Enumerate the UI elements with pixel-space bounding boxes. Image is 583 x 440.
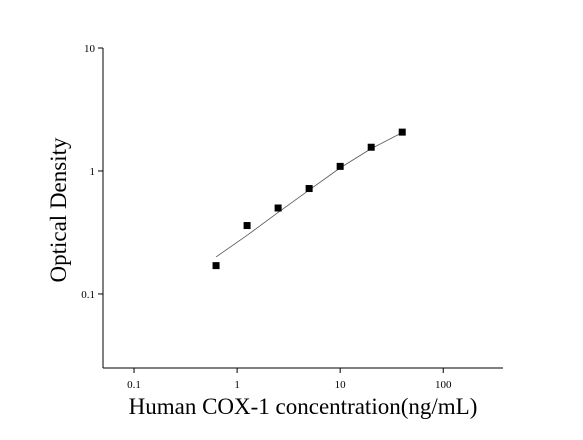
data-point: [398, 128, 406, 136]
x-tick-label: 10: [335, 379, 347, 391]
data-point: [305, 185, 313, 193]
data-point: [367, 143, 375, 151]
y-tick-label: 1: [90, 166, 96, 178]
x-axis-title: Human COX-1 concentration(ng/mL): [129, 394, 478, 419]
x-tick-label: 100: [435, 379, 452, 391]
y-tick-label: 10: [84, 43, 96, 55]
x-tick-label: 1: [234, 379, 240, 391]
y-axis-title: Optical Density: [46, 137, 71, 282]
x-tick-label: 0.1: [127, 379, 141, 391]
y-tick-label: 0.1: [81, 289, 95, 301]
data-point: [212, 262, 220, 270]
data-point: [274, 204, 282, 212]
data-point: [336, 162, 344, 170]
data-point: [243, 222, 251, 230]
fit-line: [215, 132, 403, 258]
